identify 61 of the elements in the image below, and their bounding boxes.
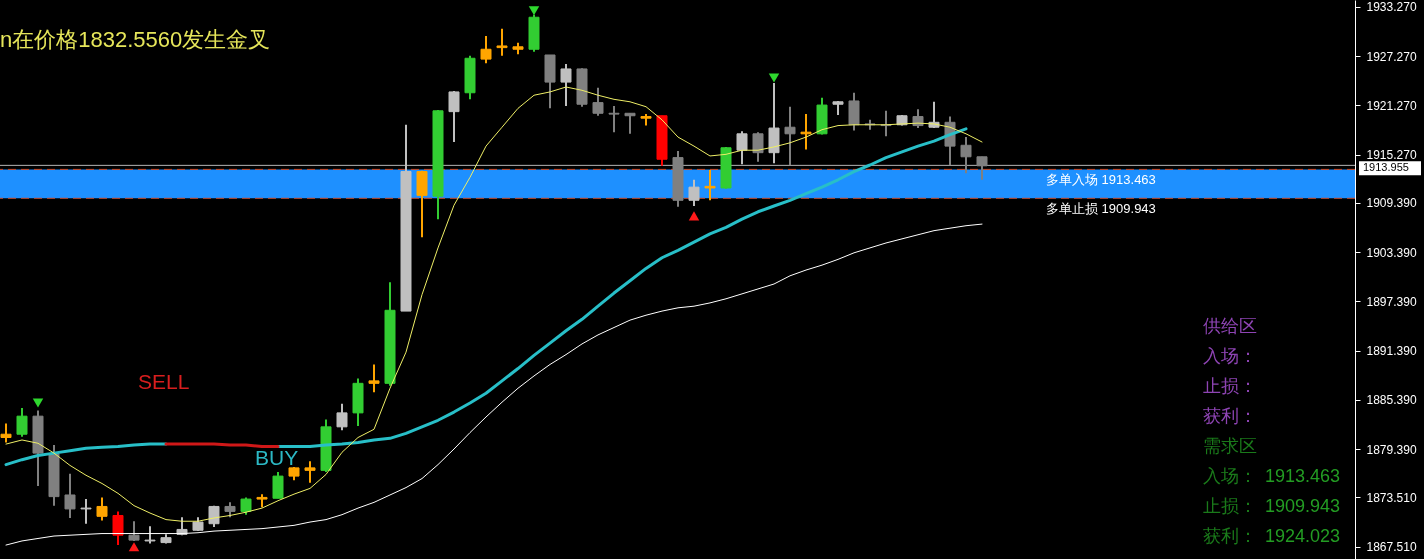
candlestick [64, 472, 76, 519]
candlestick [624, 112, 636, 135]
candlestick [480, 35, 492, 65]
text: 1924.023 [1265, 526, 1341, 546]
ref-line-label: 多单入场 1913.463 [1046, 172, 1156, 188]
y-tick-label: 1879.390 [1366, 442, 1417, 457]
y-tick-label: 1885.390 [1366, 393, 1417, 408]
y-tick-label: 1933.270 [1366, 0, 1417, 15]
candlestick [960, 136, 972, 175]
text: 止损： [1203, 496, 1257, 516]
text: 供给区 [1203, 316, 1257, 336]
candlestick [784, 105, 796, 166]
candlestick [976, 155, 988, 181]
candlestick [16, 406, 28, 438]
y-tick-label: 1897.390 [1366, 294, 1417, 309]
ref-line-label: 1913.955 [1363, 161, 1409, 174]
annotation: n在价格1832.5560发生金叉 [0, 27, 271, 52]
point [128, 542, 140, 552]
candlestick [496, 27, 508, 57]
candlestick [560, 63, 572, 107]
point [528, 6, 540, 16]
annotation: SELL [138, 370, 190, 393]
candlestick [96, 496, 108, 522]
candlestick [336, 402, 348, 432]
candlestick [848, 91, 860, 132]
candlestick [368, 363, 380, 394]
text: 需求区 [1203, 436, 1257, 456]
y-tick-label: 1927.270 [1366, 49, 1417, 64]
text: 获利： [1203, 406, 1257, 426]
y-tick-label: 1903.390 [1366, 245, 1417, 260]
candlestick [704, 168, 716, 202]
candlestick [752, 131, 764, 163]
candlestick [448, 90, 460, 144]
ref-line-label: 多单止损 1909.943 [1046, 201, 1156, 217]
candlestick [112, 510, 124, 547]
point [688, 211, 700, 221]
text: 获利： [1203, 526, 1257, 546]
candlestick [128, 520, 140, 542]
candlestick [304, 460, 316, 484]
point [32, 398, 44, 408]
y-tick-label: 1873.510 [1366, 490, 1417, 505]
candlestick [272, 470, 284, 500]
candlestick [592, 86, 604, 117]
text: 1913.463 [1265, 466, 1341, 486]
candlestick [688, 178, 700, 208]
candlestick [608, 104, 620, 134]
point [768, 73, 780, 83]
y-tick-label: 1921.270 [1366, 98, 1417, 113]
annotation: BUY [255, 446, 299, 469]
line-series [5, 223, 983, 546]
text: 入场： [1203, 466, 1257, 486]
text: 止损： [1203, 376, 1257, 396]
candlestick [0, 422, 12, 444]
candlestick [416, 169, 428, 239]
text: 入场： [1203, 346, 1257, 366]
y-tick-label: 1915.270 [1366, 148, 1417, 163]
text: 1909.943 [1265, 496, 1341, 516]
y-tick-label: 1909.390 [1366, 196, 1417, 211]
candlestick [80, 498, 92, 525]
y-tick-label: 1891.390 [1366, 344, 1417, 359]
y-tick-label: 1867.510 [1366, 540, 1417, 555]
